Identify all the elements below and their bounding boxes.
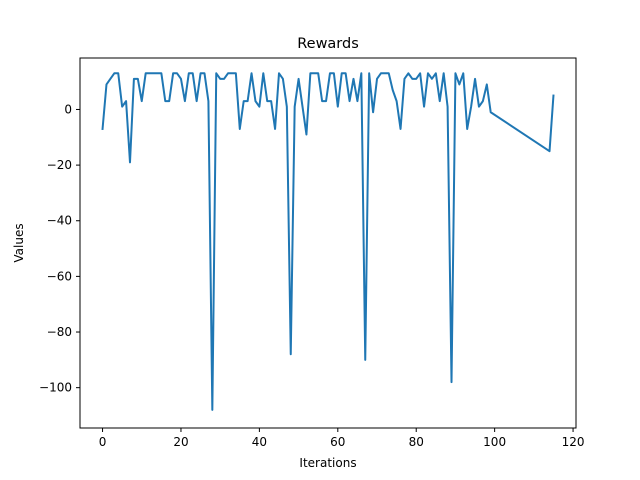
axis-ticks: 0 20 40 60 80 100 120 −100 −80 −60 −40 −20 0 bbox=[39, 102, 584, 449]
x-axis-title: Iterations bbox=[299, 456, 356, 470]
y-tick-label: −80 bbox=[47, 325, 72, 339]
y-tick-label: −100 bbox=[39, 381, 72, 395]
x-tick-label: 80 bbox=[409, 435, 424, 449]
y-axis-title: Values bbox=[12, 223, 26, 262]
y-tick-label: −20 bbox=[47, 158, 72, 172]
x-tick-label: 0 bbox=[99, 435, 107, 449]
chart-title: Rewards bbox=[297, 36, 359, 52]
x-tick-label: 20 bbox=[173, 435, 188, 449]
x-tick-label: 120 bbox=[562, 435, 585, 449]
x-tick-label: 100 bbox=[483, 435, 506, 449]
y-tick-label: −60 bbox=[47, 269, 72, 283]
y-tick-label: −40 bbox=[47, 214, 72, 228]
x-tick-label: 60 bbox=[330, 435, 345, 449]
series-line-0 bbox=[101, 72, 555, 411]
plot-area bbox=[79, 57, 577, 429]
y-tick-label: 0 bbox=[64, 102, 72, 116]
axes-frame bbox=[79, 57, 577, 429]
x-tick-label: 40 bbox=[252, 435, 267, 449]
